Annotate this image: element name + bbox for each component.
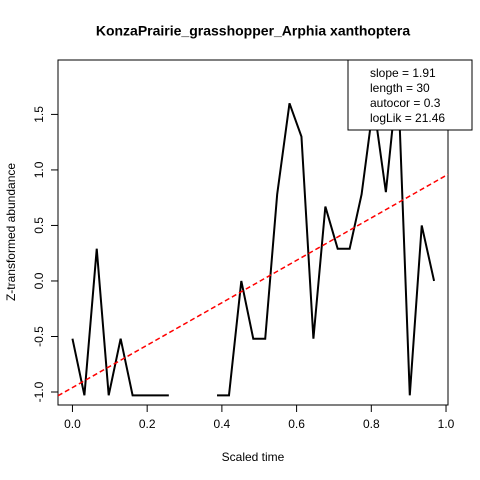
x-tick-label: 0.2 [139,417,156,431]
y-tick-label: 1.5 [32,106,46,123]
y-tick-label: 0.0 [32,272,46,289]
legend-text: length = 30 [370,81,430,95]
y-tick-label: -0.5 [32,326,46,347]
x-tick-label: 0.6 [288,417,305,431]
y-axis-label: Z-transformed abundance [4,163,18,301]
legend-text: slope = 1.91 [370,66,436,80]
x-tick-label: 1.0 [438,417,455,431]
legend-text: logLik = 21.46 [370,111,445,125]
x-tick-label: 0.4 [214,417,231,431]
chart-title: KonzaPrairie_grasshopper_Arphia xanthopt… [96,23,411,39]
y-tick-label: 0.5 [32,217,46,234]
legend-text: autocor = 0.3 [370,96,441,110]
trend-line [58,173,448,397]
x-tick-label: 0.0 [64,417,81,431]
x-tick-label: 0.8 [363,417,380,431]
y-tick-label: -1.0 [32,381,46,402]
legend-box [347,59,473,131]
y-tick-label: 1.0 [32,161,46,178]
x-axis-label: Scaled time [222,450,285,464]
